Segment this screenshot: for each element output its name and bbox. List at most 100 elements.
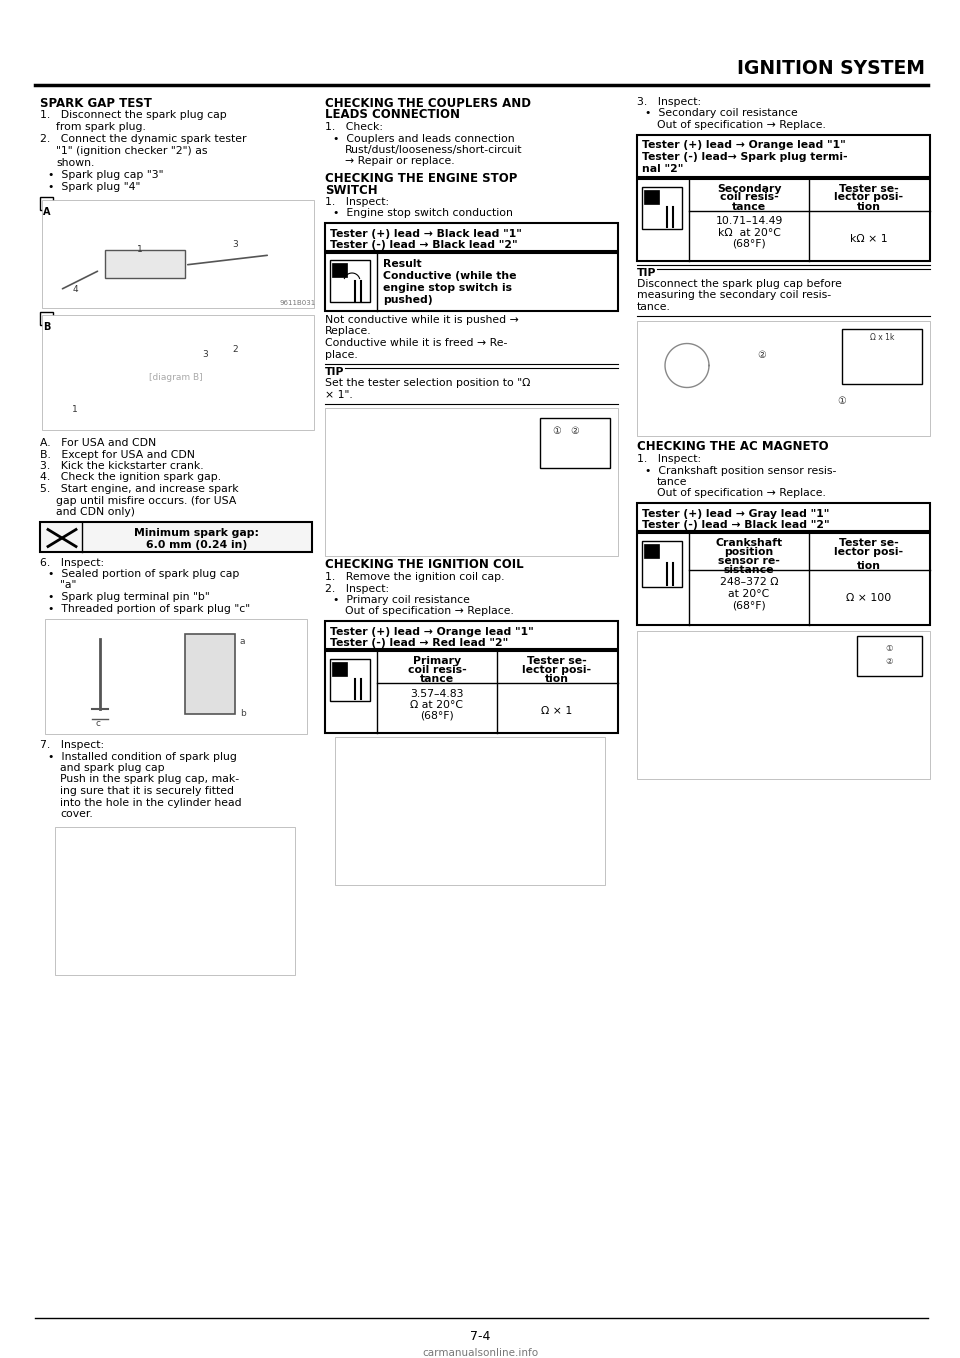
- Text: Ω × 100: Ω × 100: [847, 593, 892, 603]
- Text: TIP: TIP: [637, 268, 657, 277]
- Text: •  Engine stop switch conduction: • Engine stop switch conduction: [333, 209, 513, 219]
- Text: Set the tester selection position to "Ω: Set the tester selection position to "Ω: [325, 379, 530, 388]
- Text: Tester se-: Tester se-: [527, 656, 587, 665]
- Text: tion: tion: [857, 201, 881, 212]
- Text: pushed): pushed): [383, 295, 433, 306]
- Text: 1: 1: [72, 405, 78, 414]
- Text: SPARK GAP TEST: SPARK GAP TEST: [40, 96, 152, 110]
- Text: Ω x 1k: Ω x 1k: [870, 333, 894, 341]
- Text: coil resis-: coil resis-: [408, 665, 467, 675]
- Text: 2.   Connect the dynamic spark tester: 2. Connect the dynamic spark tester: [40, 134, 247, 144]
- Text: 3.57–4.83: 3.57–4.83: [410, 689, 464, 699]
- Text: (68°F): (68°F): [420, 712, 454, 721]
- Text: B: B: [43, 322, 50, 331]
- Text: Out of specification → Replace.: Out of specification → Replace.: [345, 607, 514, 617]
- Text: (68°F): (68°F): [732, 602, 766, 611]
- Text: Tester (+) lead → Orange lead "1": Tester (+) lead → Orange lead "1": [330, 627, 534, 637]
- Bar: [45, 619, 307, 735]
- Bar: [637, 532, 930, 625]
- Text: •  Installed condition of spark plug: • Installed condition of spark plug: [48, 751, 237, 762]
- Bar: [332, 661, 347, 676]
- Text: engine stop switch is: engine stop switch is: [383, 282, 512, 293]
- Text: •  Crankshaft position sensor resis-: • Crankshaft position sensor resis-: [645, 466, 836, 475]
- Text: CHECKING THE COUPLERS AND: CHECKING THE COUPLERS AND: [325, 96, 531, 110]
- Text: 248–372 Ω: 248–372 Ω: [720, 577, 779, 587]
- Text: 1.   Disconnect the spark plug cap: 1. Disconnect the spark plug cap: [40, 110, 227, 121]
- Text: 6.0 mm (0.24 in): 6.0 mm (0.24 in): [146, 540, 248, 550]
- Text: ②: ②: [757, 350, 766, 360]
- Text: Result: Result: [383, 259, 421, 269]
- Text: ②: ②: [570, 425, 580, 436]
- Text: measuring the secondary coil resis-: measuring the secondary coil resis-: [637, 291, 831, 300]
- Text: kΩ × 1: kΩ × 1: [851, 234, 888, 243]
- Text: Secondary: Secondary: [717, 183, 781, 193]
- Text: a: a: [240, 637, 246, 646]
- Text: 1: 1: [137, 244, 143, 254]
- Text: tion: tion: [545, 674, 569, 684]
- Text: 7-4: 7-4: [469, 1329, 491, 1343]
- Text: A.   For USA and CDN: A. For USA and CDN: [40, 439, 156, 448]
- Text: and CDN only): and CDN only): [56, 507, 135, 517]
- Text: Tester (-) lead→ Spark plug termi-: Tester (-) lead→ Spark plug termi-: [642, 152, 848, 163]
- Text: tance.: tance.: [637, 301, 671, 312]
- Text: Tester se-: Tester se-: [839, 183, 899, 193]
- Text: kΩ  at 20°C: kΩ at 20°C: [717, 228, 780, 238]
- Text: 9611B031: 9611B031: [280, 300, 316, 306]
- Bar: [185, 634, 235, 714]
- Text: 10.71–14.49: 10.71–14.49: [715, 216, 782, 227]
- Text: A: A: [43, 206, 50, 217]
- Text: × 1".: × 1".: [325, 390, 352, 401]
- Text: Not conductive while it is pushed →: Not conductive while it is pushed →: [325, 315, 518, 325]
- Text: ing sure that it is securely fitted: ing sure that it is securely fitted: [60, 786, 234, 796]
- Text: Tester (+) lead → Gray lead "1": Tester (+) lead → Gray lead "1": [642, 509, 829, 519]
- Text: [diagram B]: [diagram B]: [149, 373, 203, 382]
- Bar: [637, 502, 930, 531]
- Bar: [637, 178, 930, 261]
- Text: Primary: Primary: [413, 656, 461, 665]
- Bar: [644, 190, 659, 204]
- Bar: [332, 263, 347, 277]
- Text: CHECKING THE AC MAGNETO: CHECKING THE AC MAGNETO: [637, 440, 828, 454]
- Bar: [540, 417, 610, 467]
- Text: Conductive (while the: Conductive (while the: [383, 272, 516, 281]
- Text: Push in the spark plug cap, mak-: Push in the spark plug cap, mak-: [60, 774, 239, 785]
- Text: Tester (-) lead → Red lead "2": Tester (-) lead → Red lead "2": [330, 638, 508, 648]
- Text: nal "2": nal "2": [642, 164, 684, 174]
- Text: CHECKING THE IGNITION COIL: CHECKING THE IGNITION COIL: [325, 558, 523, 572]
- Text: 3.   Kick the kickstarter crank.: 3. Kick the kickstarter crank.: [40, 460, 204, 471]
- Text: 3.   Inspect:: 3. Inspect:: [637, 96, 701, 107]
- Bar: [637, 320, 930, 436]
- Text: TIP: TIP: [325, 367, 345, 378]
- Bar: [325, 253, 618, 311]
- Text: 1.   Remove the ignition coil cap.: 1. Remove the ignition coil cap.: [325, 572, 505, 583]
- Text: 4: 4: [72, 285, 78, 293]
- Text: shown.: shown.: [56, 158, 94, 167]
- Bar: [40, 197, 53, 210]
- Text: b: b: [240, 709, 246, 718]
- Text: ①: ①: [553, 425, 562, 436]
- Bar: [105, 250, 185, 278]
- Text: coil resis-: coil resis-: [720, 193, 779, 202]
- Bar: [325, 407, 618, 555]
- Text: carmanualsonline.info: carmanualsonline.info: [422, 1348, 538, 1358]
- Text: Replace.: Replace.: [325, 326, 372, 337]
- Text: •  Spark plug "4": • Spark plug "4": [48, 182, 140, 191]
- Text: 2.   Inspect:: 2. Inspect:: [325, 584, 389, 593]
- Text: at 20°C: at 20°C: [729, 589, 770, 599]
- Text: CHECKING THE ENGINE STOP: CHECKING THE ENGINE STOP: [325, 172, 517, 185]
- Text: gap until misfire occurs. (for USA: gap until misfire occurs. (for USA: [56, 496, 236, 505]
- Bar: [325, 621, 618, 649]
- Text: •  Threaded portion of spark plug "c": • Threaded portion of spark plug "c": [48, 603, 251, 614]
- Bar: [642, 540, 682, 587]
- Bar: [325, 223, 618, 251]
- Text: 1.   Inspect:: 1. Inspect:: [325, 197, 389, 206]
- Text: 3: 3: [232, 240, 238, 249]
- Bar: [857, 636, 922, 676]
- Text: B.   Except for USA and CDN: B. Except for USA and CDN: [40, 449, 195, 459]
- Bar: [637, 134, 930, 177]
- Text: 4.   Check the ignition spark gap.: 4. Check the ignition spark gap.: [40, 473, 221, 482]
- Text: sensor re-: sensor re-: [718, 555, 780, 566]
- Bar: [42, 315, 314, 430]
- Text: sistance: sistance: [724, 565, 775, 574]
- Text: lector posi-: lector posi-: [522, 665, 591, 675]
